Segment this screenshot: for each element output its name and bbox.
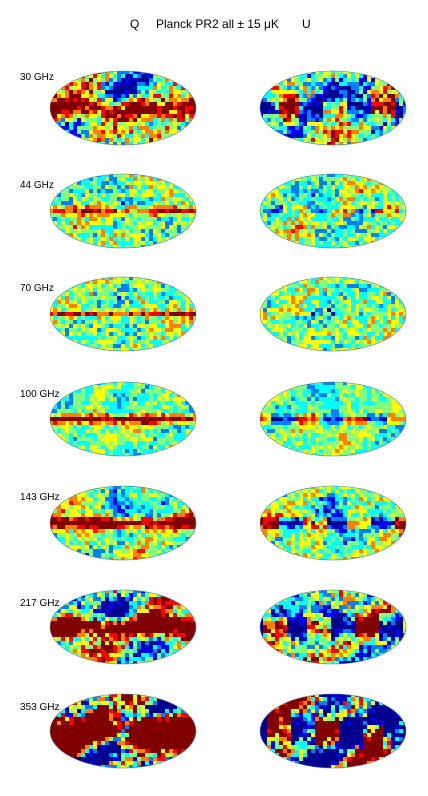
frequency-label-143: 143 GHz [20, 492, 60, 503]
frequency-label-70: 70 GHz [20, 283, 54, 294]
sky-map-100ghz-u [259, 381, 407, 457]
sky-map-353ghz-u [259, 693, 407, 769]
frequency-label-100: 100 GHz [20, 389, 60, 400]
figure-header: Q Planck PR2 all ± 15 μK U [0, 17, 428, 33]
figure-title: Planck PR2 all ± 15 μK [156, 17, 279, 31]
frequency-label-30: 30 GHz [20, 72, 54, 83]
frequency-label-44: 44 GHz [20, 180, 54, 191]
sky-map-44ghz-u [259, 173, 407, 249]
u-column-label: U [302, 17, 311, 31]
frequency-label-353: 353 GHz [20, 702, 60, 713]
sky-map-30ghz-q [49, 70, 197, 146]
sky-map-44ghz-q [49, 173, 197, 249]
sky-map-143ghz-q [49, 485, 197, 561]
frequency-label-217: 217 GHz [20, 598, 60, 609]
sky-map-30ghz-u [259, 70, 407, 146]
sky-map-143ghz-u [259, 485, 407, 561]
sky-map-70ghz-u [259, 276, 407, 352]
sky-map-70ghz-q [49, 276, 197, 352]
sky-map-217ghz-q [49, 589, 197, 665]
sky-map-353ghz-q [49, 693, 197, 769]
sky-map-100ghz-q [49, 381, 197, 457]
sky-map-217ghz-u [259, 589, 407, 665]
q-column-label: Q [130, 17, 140, 31]
